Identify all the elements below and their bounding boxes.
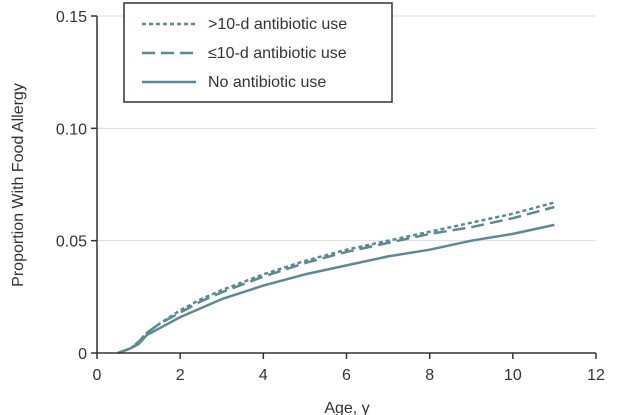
y-tick-label: 0.10 (56, 121, 87, 138)
axes (91, 15, 597, 359)
x-tick-label: 4 (259, 367, 268, 384)
legend-label-no-antibiotic: No antibiotic use (208, 74, 326, 91)
legend-label-over-10d: >10-d antibiotic use (208, 16, 347, 33)
x-tick-label: 0 (93, 367, 102, 384)
x-tick-label: 10 (504, 367, 522, 384)
legend: >10-d antibiotic use ≤10-d antibiotic us… (123, 2, 393, 103)
series-line-no-antibiotic (117, 223, 555, 355)
x-tick-label: 2 (176, 367, 185, 384)
x-axis-title: Age, y (324, 400, 369, 415)
y-axis-title: Proportion With Food Allergy (10, 83, 27, 287)
y-tick-label: 0 (78, 346, 87, 363)
legend-label-under-10d: ≤10-d antibiotic use (208, 45, 347, 62)
series-line-under-10d (117, 205, 555, 355)
tick-labels: 0 0.05 0.10 0.15 0 2 4 6 8 10 12 (56, 9, 605, 384)
y-tick-label: 0.05 (56, 234, 87, 251)
x-tick-label: 6 (342, 367, 351, 384)
y-tick-label: 0.15 (56, 9, 87, 26)
x-tick-label: 12 (587, 367, 605, 384)
series-lines (117, 201, 555, 355)
series-line-over-10d (117, 201, 555, 355)
x-tick-label: 8 (425, 367, 434, 384)
